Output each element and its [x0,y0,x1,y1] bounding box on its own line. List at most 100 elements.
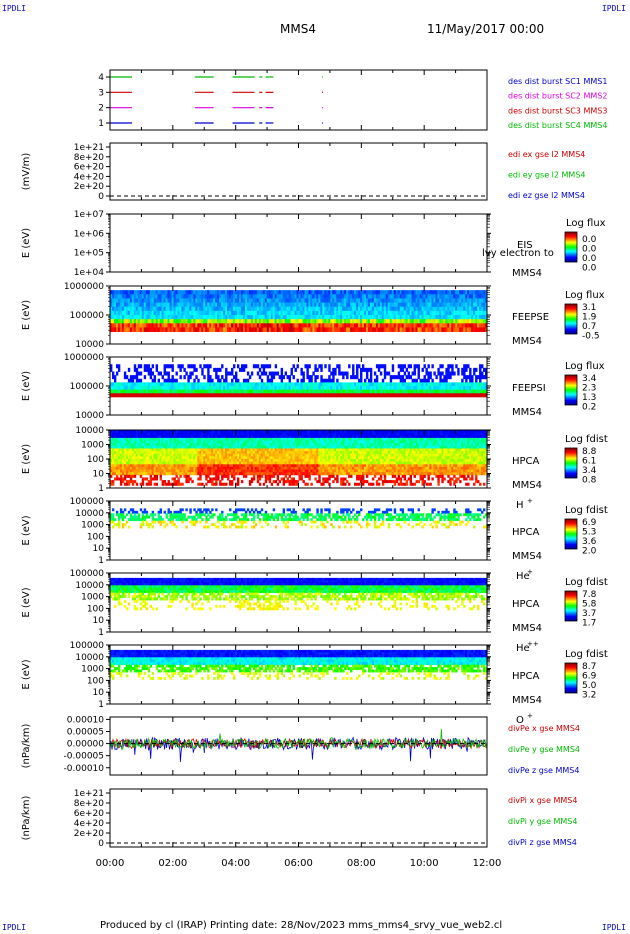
hpca-h-cell [125,466,129,470]
feepsi-cell [254,364,258,369]
feepsi-cell [334,371,337,376]
hpca-h-cell [205,435,208,439]
hpca-h-cell [268,474,272,478]
feepse-cell [375,306,379,312]
hpca-h-cell [179,440,182,444]
hpca-h-cell [117,432,121,436]
feepse-cell [191,306,194,312]
hpca-h-cell [135,482,139,486]
hpca-h-cell [205,472,208,476]
feepse-cell [399,319,403,324]
hpca-h-cell [201,448,204,452]
feepsi-cell [127,367,131,372]
feepsi-cell [149,393,153,398]
feepsi-cell [397,375,401,380]
hpca-h-cell [268,459,272,463]
feepse-cell [350,327,353,332]
feepse-cell [318,306,321,312]
feepsi-cell [145,393,149,398]
feepsi-cell [425,393,428,398]
feepsi-cell [288,389,291,394]
feepse-cell [477,315,480,320]
feepsi-cell [153,375,157,380]
feepsi-cell [177,382,180,387]
feepse-cell [449,310,452,316]
feepse-cell [181,315,184,320]
feepse-cell [302,302,305,308]
feepse-cell [199,290,202,295]
hpca-h-cell [129,448,133,452]
feepse-cell [145,306,149,312]
hpca-h-cell [258,432,262,436]
hpca-h-cell [294,461,297,465]
feepse-cell [187,327,190,332]
hpca-h-cell [244,445,248,449]
feepsi-cell [443,386,446,391]
hpca-h-cell [197,432,200,436]
feepse-cell [320,294,323,299]
feepse-cell [459,290,462,295]
feepse-cell [274,290,278,295]
feepsi-cell [292,382,295,387]
feepsi-cell [330,382,333,387]
feepse-cell [463,290,466,295]
feepse-cell [175,298,178,303]
hpca-h-cell [290,432,293,436]
hpca-h-cell [246,435,250,439]
feepse-cell [149,327,153,332]
feepse-cell [147,298,151,303]
feepse-cell [308,310,311,316]
feepse-cell [298,315,301,320]
hpca-h-cell [300,443,303,447]
feepse-cell [429,306,432,312]
feepse-cell [453,323,456,328]
feepse-cell [270,298,274,303]
feepse-cell [342,323,345,328]
hpca-h-cell [129,456,133,460]
feepse-cell [149,290,153,295]
feepse-cell [187,323,190,328]
feepsi-cell [274,389,278,394]
feepsi-cell [395,382,399,387]
hpca-h-cell [215,448,218,452]
hpca-h-cell [254,464,258,468]
feepse-cell [405,310,409,316]
hpca-h-cell [191,440,194,444]
feepsi-cell [308,364,311,369]
hpca-h-cell [242,456,246,460]
feepsi-cell [348,386,351,391]
feepsi-cell [365,389,369,394]
hpca-h-cell [201,430,204,434]
hpca-h-cell [203,461,206,465]
feepse-cell [131,294,135,299]
feepse-cell [348,290,351,295]
hpca-h-cell [302,459,305,463]
feepse-cell [379,327,383,332]
hpca-h-cell [201,469,204,473]
hpca-h-cell [189,445,192,449]
feepse-cell [266,323,270,328]
feepse-cell [385,302,389,308]
feepsi-cell [469,371,472,376]
hpca-h-cell [153,472,157,476]
feepse-cell [371,302,375,308]
feepse-cell [258,298,262,303]
feepse-cell [233,302,236,308]
feepse-cell [280,294,284,299]
feepsi-cell [457,371,460,376]
feepsi-cell [133,393,137,398]
hpca-h-cell [209,464,212,468]
feepse-cell [225,327,228,332]
feepse-cell [280,310,284,316]
feepse-cell [110,319,113,324]
feepse-cell [117,290,121,295]
corner-tag-top-left: IPDLI [2,4,27,13]
feepsi-cell [133,382,137,387]
feepse-cell [314,319,317,324]
hpca-h-cell [155,448,159,452]
feepse-cell [181,327,184,332]
feepse-cell [262,294,266,299]
feepsi-cell [383,367,387,372]
hpca-h-cell [233,451,236,455]
feepse-cell [473,294,476,299]
